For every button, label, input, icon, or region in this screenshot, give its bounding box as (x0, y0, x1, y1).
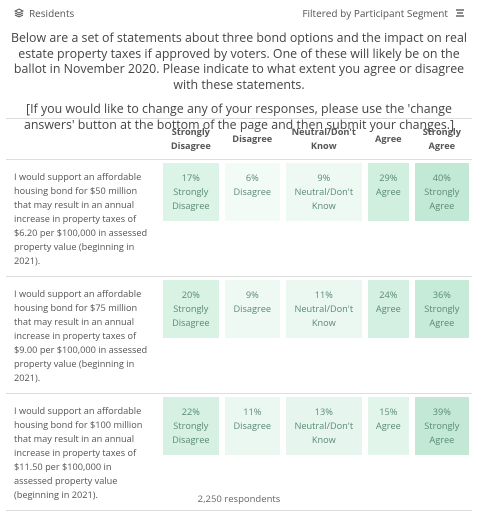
filter[interactable]: Filtered by Participant Segment (302, 6, 466, 20)
response-shade: 11% Disagree (225, 397, 280, 455)
response-percent: 36% (432, 288, 451, 301)
response-percent: 9% (245, 288, 259, 301)
response-cell: 20% Strongly Disagree (159, 276, 222, 394)
response-percent: 17% (181, 171, 200, 184)
response-percent: 15% (379, 405, 398, 418)
response-label: Neutral/Don't Know (294, 419, 354, 446)
filter-icon[interactable] (454, 7, 466, 19)
response-percent: 11% (243, 405, 262, 418)
layers-icon (14, 8, 24, 18)
top-bar: Residents Filtered by Participant Segmen… (0, 6, 478, 22)
response-shade: 13% Neutral/Don't Know (285, 397, 362, 455)
response-cell: 39% Strongly Agree (411, 393, 472, 511)
column-header: Neutral/Don't Know (282, 118, 365, 160)
column-header: Strongly Agree (411, 118, 472, 160)
response-shade: 22% Strongly Disagree (162, 397, 219, 455)
column-header: Agree (365, 118, 412, 160)
response-label: Neutral/Don't Know (294, 302, 354, 329)
column-header: Strongly Disagree (159, 118, 222, 160)
response-cell: 6% Disagree (222, 159, 283, 277)
response-shade: 17% Strongly Disagree (162, 163, 219, 221)
response-percent: 40% (432, 171, 451, 184)
response-cell: 24% Agree (365, 276, 412, 394)
response-shade: 9% Disagree (225, 280, 280, 338)
response-label: Neutral/Don't Know (294, 185, 354, 212)
response-shade: 39% Strongly Agree (414, 397, 469, 455)
response-label: Strongly Agree (424, 419, 460, 446)
statement-row: I would support an affordable housing bo… (6, 276, 472, 394)
response-label: Disagree (233, 302, 272, 315)
statement: I would support an affordable housing bo… (6, 159, 160, 277)
statement-row: I would support an affordable housing bo… (6, 393, 472, 511)
header-row: Strongly Disagree Disagree Neutral/Don't K… (6, 118, 472, 160)
response-label: Agree (375, 185, 401, 198)
response-label: Strongly Agree (424, 185, 460, 212)
response-percent: 39% (432, 405, 451, 418)
response-percent: 6% (245, 171, 259, 184)
response-shade: 9% Neutral/Don't Know (285, 163, 362, 221)
column-header: Disagree (222, 118, 283, 160)
response-percent: 13% (314, 405, 333, 418)
response-cell: 9% Neutral/Don't Know (282, 159, 365, 277)
statement-row: I would support an affordable housing bo… (6, 159, 472, 277)
response-percent: 11% (314, 288, 333, 301)
statement: I would support an affordable housing bo… (6, 393, 160, 511)
results-table: Strongly Disagree Disagree Neutral/Don't K… (6, 118, 472, 511)
respondent-count: 2,250 respondents (197, 492, 281, 505)
response-cell: 40% Strongly Agree (411, 159, 472, 277)
response-shade: 24% Agree (368, 280, 409, 338)
response-label: Agree (375, 302, 401, 315)
segment-title: Residents (29, 6, 75, 20)
response-percent: 22% (181, 405, 200, 418)
response-shade: 29% Agree (368, 163, 409, 221)
response-cell: 22% Strongly Disagree (159, 393, 222, 511)
response-cell: 29% Agree (365, 159, 412, 277)
filter-label: Filtered by Participant Segment (302, 6, 448, 20)
response-cell: 36% Strongly Agree (411, 276, 472, 394)
intro-text: Below are a set of statements about thre… (10, 29, 468, 93)
blank-header (6, 118, 160, 160)
response-cell: 11% Disagree (222, 393, 283, 511)
response-percent: 9% (317, 171, 331, 184)
statement: I would support an affordable housing bo… (6, 276, 160, 394)
response-shade: 15% Agree (368, 397, 409, 455)
response-shade: 20% Strongly Disagree (162, 280, 219, 338)
response-shade: 36% Strongly Agree (414, 280, 469, 338)
response-shade: 6% Disagree (225, 163, 280, 221)
table-body: I would support an affordable housing bo… (6, 159, 472, 511)
segment-label: Residents (14, 6, 74, 20)
response-label: Disagree (233, 185, 272, 198)
response-shade: 11% Neutral/Don't Know (285, 280, 362, 338)
response-percent: 20% (181, 288, 200, 301)
response-label: Strongly Disagree (172, 419, 210, 446)
response-label: Strongly Disagree (172, 185, 210, 212)
response-cell: 9% Disagree (222, 276, 283, 394)
response-shade: 40% Strongly Agree (414, 163, 469, 221)
response-percent: 29% (379, 171, 398, 184)
response-label: Strongly Agree (424, 302, 460, 329)
response-label: Agree (375, 419, 401, 432)
response-label: Strongly Disagree (172, 302, 210, 329)
response-label: Disagree (233, 419, 272, 432)
response-cell: 17% Strongly Disagree (159, 159, 222, 277)
response-cell: 11% Neutral/Don't Know (282, 276, 365, 394)
response-percent: 24% (379, 288, 398, 301)
response-cell: 13% Neutral/Don't Know (282, 393, 365, 511)
response-cell: 15% Agree (365, 393, 412, 511)
